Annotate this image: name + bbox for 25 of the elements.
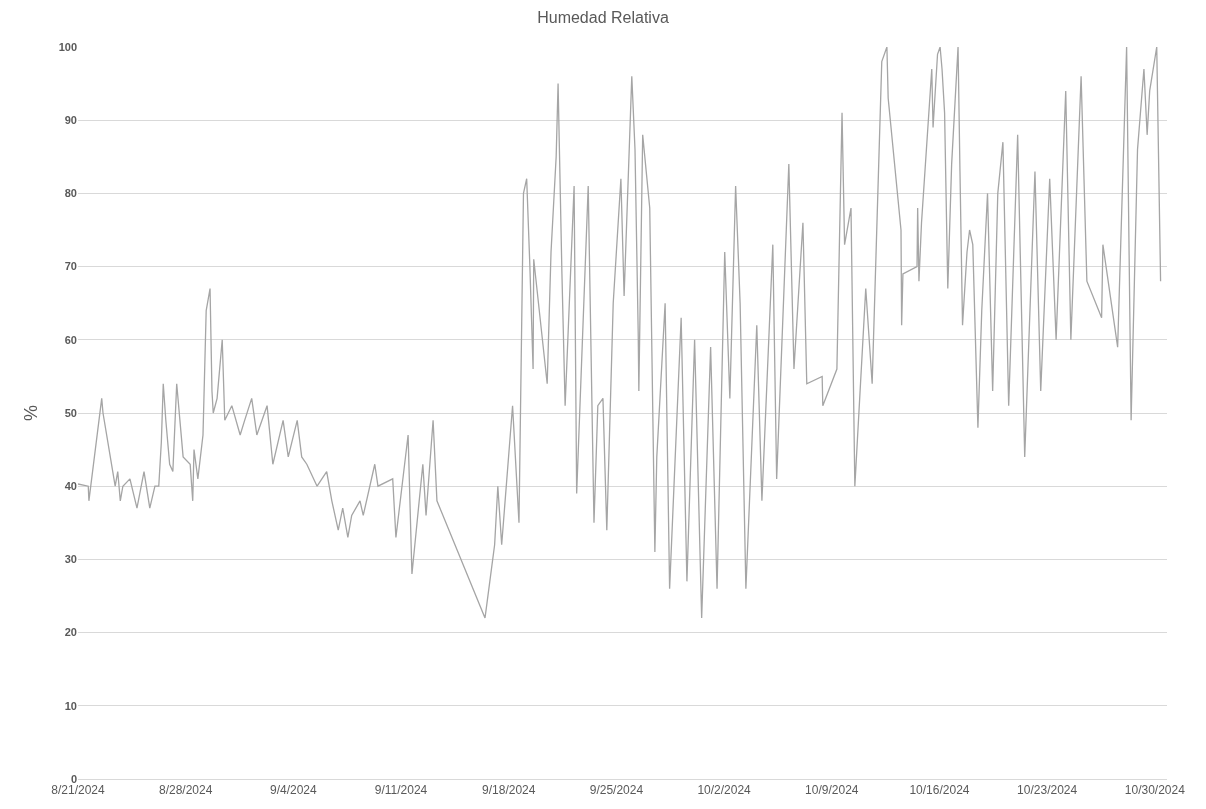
y-axis-title: %	[20, 404, 41, 422]
x-tick-label: 10/16/2024	[909, 783, 970, 798]
x-tick-label: 10/9/2024	[805, 783, 859, 798]
chart-title: Humedad Relativa	[537, 9, 669, 27]
x-tick-label: 10/23/2024	[1017, 783, 1078, 798]
y-tick-label: 70	[64, 260, 77, 273]
y-tick-label: 20	[64, 626, 77, 639]
y-tick-label: 100	[58, 40, 77, 53]
y-tick-label: 90	[64, 114, 77, 127]
x-tick-label: 9/4/2024	[270, 783, 318, 798]
x-tick-label: 10/30/2024	[1124, 783, 1186, 798]
x-tick-label: 10/2/2024	[697, 783, 752, 798]
y-tick-label: 60	[64, 333, 77, 346]
y-tick-label: 40	[64, 480, 77, 493]
x-tick-label: 8/21/2024	[51, 783, 106, 798]
line-series	[78, 47, 1162, 619]
y-tick-label: 0	[70, 772, 77, 785]
x-tick-label: 9/11/2024	[374, 783, 428, 798]
x-tick-label: 9/18/2024	[482, 783, 536, 798]
x-tick-label: 9/25/2024	[589, 783, 644, 798]
x-tick-label: 8/28/2024	[158, 783, 213, 798]
y-tick-label: 80	[64, 187, 77, 200]
y-tick-label: 30	[64, 553, 77, 566]
y-tick-label: 50	[64, 406, 77, 419]
y-tick-label: 10	[64, 699, 77, 712]
